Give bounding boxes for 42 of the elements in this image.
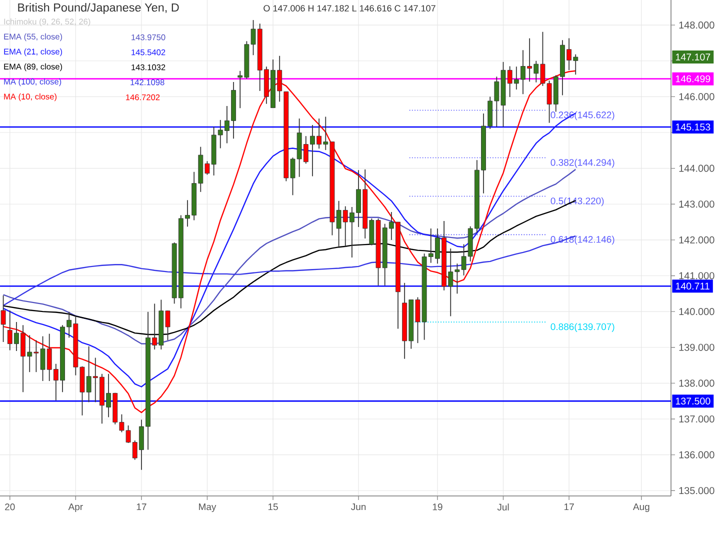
x-tick-label: Jun: [351, 504, 366, 510]
ref-line-label: 140.711: [676, 282, 710, 290]
ref-line-label: 0.382(144.294): [550, 158, 614, 168]
y-tick-label: 143.000: [679, 200, 714, 208]
y-tick-label: 136.000: [679, 451, 714, 458]
y-tick-label: 135.000: [679, 487, 714, 494]
y-tick-label: 141.000: [679, 272, 714, 280]
annotation: 143.1032: [132, 64, 166, 70]
x-tick-label: 15: [268, 504, 278, 510]
annotation: 147.107: [676, 54, 710, 61]
y-tick-label: 148.000: [679, 22, 714, 29]
ref-line-label: 146.499: [676, 75, 710, 82]
annotation: 143.9750: [132, 34, 166, 40]
y-tick-label: 137.000: [679, 415, 714, 423]
annotation: 145.5402: [132, 49, 166, 56]
x-tick-label: May: [199, 504, 216, 512]
chart-title: British Pound/Japanese Yen, D: [18, 3, 179, 14]
y-tick-label: 138.000: [679, 380, 714, 387]
y-tick-label: 139.000: [679, 344, 714, 351]
ref-line-label: 145.153: [676, 124, 710, 130]
x-tick-label: Aug: [632, 504, 650, 512]
chart-subtitle: O 147.006 H 147.182 L 146.616 C 147.107: [264, 5, 436, 12]
annotation: 142.1098: [130, 79, 164, 86]
x-tick-label: Apr: [68, 504, 83, 512]
text: EMA (21, close): [4, 48, 62, 56]
ref-line-label: 0.886(139.707): [550, 323, 614, 332]
x-tick-label: 19: [432, 504, 442, 510]
x-tick-label: 17: [136, 504, 146, 510]
y-tick-label: 146.000: [679, 93, 714, 100]
annotation: 146.7202: [126, 94, 160, 100]
y-tick-label: 142.000: [679, 236, 714, 244]
x-tick-label: 20: [5, 504, 15, 510]
x-tick-label: 17: [564, 504, 574, 510]
annotation: Ichimoku (9, 26, 52, 26): [4, 18, 90, 26]
text: EMA (89, close): [4, 63, 62, 72]
text: MA (100, close): [4, 78, 62, 86]
y-tick-label: 144.000: [679, 164, 714, 172]
text: MA (10, close): [4, 93, 56, 102]
x-tick-label: Jul: [497, 504, 509, 510]
ref-line-label: 137.500: [676, 398, 710, 405]
y-tick-label: 140.000: [679, 308, 714, 316]
text: EMA (55, close): [4, 33, 62, 42]
